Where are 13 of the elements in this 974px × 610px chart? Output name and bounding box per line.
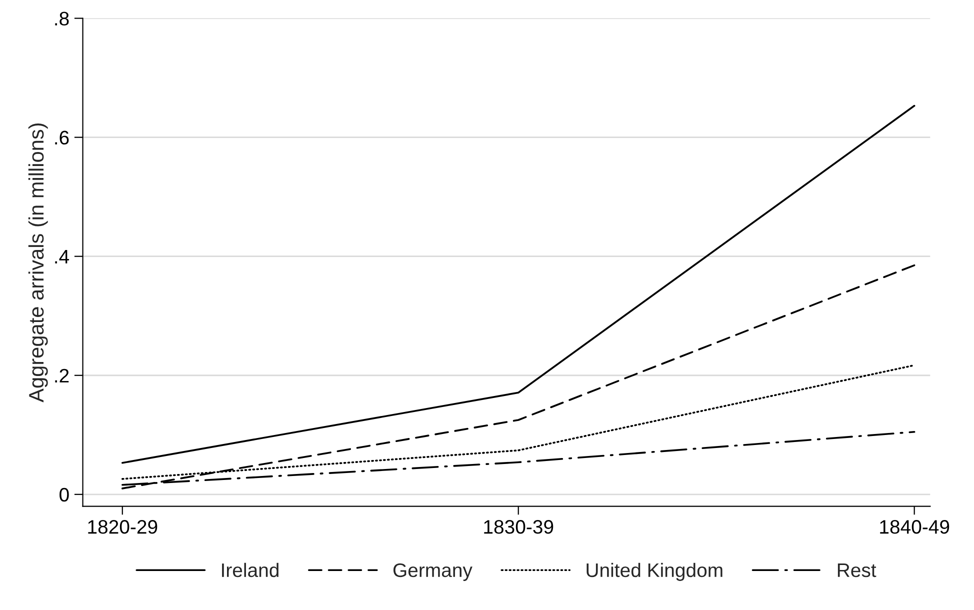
y-tick-label: 0 <box>60 488 69 502</box>
legend-label: Rest <box>838 564 876 578</box>
y-axis-title: Aggregate arrivals (in millions) <box>28 123 48 402</box>
legend-label: Ireland <box>222 562 278 578</box>
y-tick-label: .4 <box>55 250 70 264</box>
legend-label: United Kingdom <box>586 562 722 581</box>
x-tick-label: 1840-49 <box>880 520 950 534</box>
x-tick-label: 1820-29 <box>88 520 158 534</box>
y-tick-label: .2 <box>55 368 69 382</box>
x-tick-label: 1830-39 <box>484 520 554 534</box>
legend-label: Germany <box>393 563 472 581</box>
y-tick-label: .6 <box>55 130 69 145</box>
y-tick-label: .8 <box>55 12 69 26</box>
